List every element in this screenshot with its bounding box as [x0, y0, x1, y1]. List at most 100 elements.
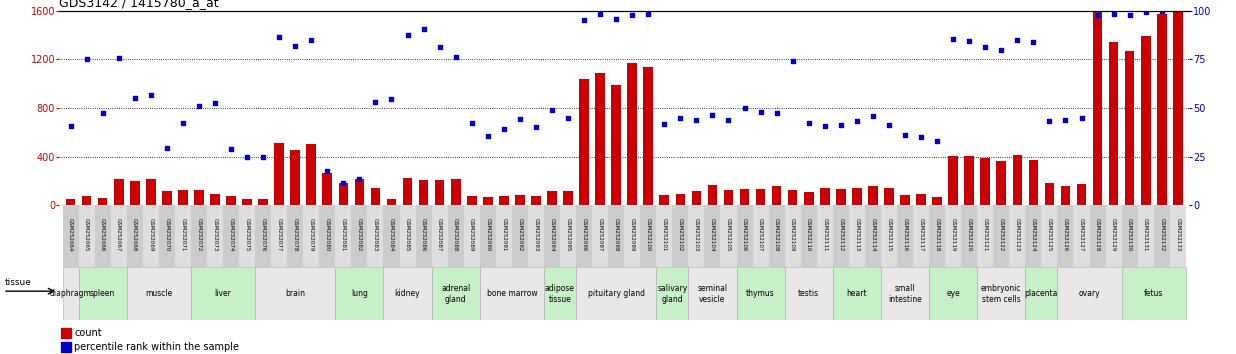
Bar [531, 196, 540, 205]
Point [750, 109, 770, 114]
Bar [576, 267, 656, 320]
Bar [628, 63, 637, 205]
Bar [723, 190, 733, 205]
Text: GSM252097: GSM252097 [598, 218, 603, 252]
Bar [785, 267, 833, 320]
Point [173, 120, 193, 125]
Point [686, 117, 706, 123]
Bar [174, 205, 190, 267]
Bar [548, 191, 556, 205]
Bar [206, 205, 222, 267]
Point [414, 26, 434, 32]
Bar [644, 67, 653, 205]
Point [1007, 37, 1027, 43]
Point [943, 36, 963, 41]
Bar [114, 178, 124, 205]
Bar [239, 205, 255, 267]
Text: GSM252084: GSM252084 [389, 218, 394, 252]
Text: small
intestine: small intestine [889, 284, 922, 303]
Bar [210, 194, 220, 205]
Bar [1105, 205, 1121, 267]
Bar [640, 205, 656, 267]
Bar [962, 205, 978, 267]
Bar [66, 199, 75, 205]
Bar [916, 194, 926, 205]
Bar [255, 205, 271, 267]
Text: GSM252088: GSM252088 [454, 218, 459, 252]
Bar [1044, 183, 1054, 205]
Text: GSM252085: GSM252085 [405, 218, 410, 252]
Text: GSM252108: GSM252108 [774, 218, 779, 252]
Bar [817, 205, 833, 267]
Text: GSM252101: GSM252101 [661, 218, 666, 252]
Text: GSM252128: GSM252128 [1095, 218, 1100, 252]
Bar [499, 195, 509, 205]
Text: GSM252120: GSM252120 [967, 218, 971, 252]
Text: GSM252077: GSM252077 [277, 218, 282, 252]
Bar [688, 267, 737, 320]
Point [334, 180, 353, 185]
Bar [335, 267, 383, 320]
Bar [255, 267, 335, 320]
Bar [656, 205, 672, 267]
Text: GSM252115: GSM252115 [886, 218, 891, 252]
Point [670, 115, 690, 120]
Bar [929, 267, 978, 320]
Bar [1026, 205, 1042, 267]
Bar [771, 187, 781, 205]
Bar [1060, 187, 1070, 205]
Bar [1012, 155, 1022, 205]
Bar [274, 143, 284, 205]
Bar [415, 205, 431, 267]
Text: GSM252111: GSM252111 [822, 218, 827, 252]
Bar [560, 205, 576, 267]
Point [718, 117, 738, 123]
Bar [127, 205, 143, 267]
Bar [1090, 205, 1105, 267]
Bar [721, 205, 737, 267]
Point [831, 122, 850, 128]
Bar [130, 181, 140, 205]
Text: GSM252117: GSM252117 [918, 218, 923, 252]
Point [638, 11, 658, 17]
Bar [978, 205, 994, 267]
Bar [467, 196, 477, 205]
Bar [676, 194, 685, 205]
Point [1152, 8, 1172, 13]
Text: salivary
gland: salivary gland [658, 284, 687, 303]
Bar [1109, 42, 1119, 205]
Bar [946, 205, 962, 267]
Bar [785, 205, 801, 267]
Bar [1010, 205, 1026, 267]
Text: GSM252083: GSM252083 [373, 218, 378, 252]
Point [109, 55, 129, 61]
Bar [1153, 205, 1169, 267]
Text: percentile rank within the sample: percentile rank within the sample [74, 342, 240, 352]
Point [798, 120, 818, 125]
Bar [1077, 184, 1086, 205]
Point [734, 105, 754, 111]
Point [815, 124, 834, 129]
Bar [319, 205, 335, 267]
Bar [127, 267, 190, 320]
Text: GSM252104: GSM252104 [709, 218, 714, 252]
Bar [323, 173, 332, 205]
Bar [387, 199, 397, 205]
Text: GSM252116: GSM252116 [902, 218, 907, 252]
Point [157, 145, 177, 151]
Bar [624, 205, 640, 267]
Point [1120, 13, 1140, 18]
Bar [660, 195, 669, 205]
Text: brain: brain [286, 289, 305, 298]
Bar [307, 144, 316, 205]
Bar [178, 190, 188, 205]
Text: count: count [74, 328, 103, 338]
Point [1072, 115, 1091, 120]
Text: GSM252092: GSM252092 [518, 218, 523, 252]
Bar [79, 267, 127, 320]
Bar [383, 205, 399, 267]
Text: seminal
vesicle: seminal vesicle [697, 284, 728, 303]
Bar [451, 179, 461, 205]
Bar [258, 199, 268, 205]
Text: embryonic
stem cells: embryonic stem cells [981, 284, 1021, 303]
